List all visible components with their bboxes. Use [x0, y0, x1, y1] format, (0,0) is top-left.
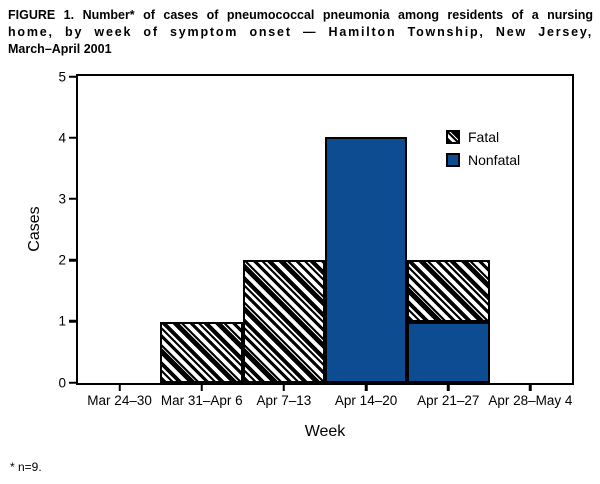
x-tick-mark-2 — [282, 384, 286, 391]
y-axis-tickmarks — [69, 75, 76, 384]
fatal-hatched-swatch-icon — [446, 130, 460, 144]
bar-nonfatal-4 — [407, 321, 490, 383]
bars-layer — [78, 76, 572, 383]
legend-item-nonfatal: Nonfatal — [446, 152, 520, 168]
y-tick-label-5: 5 — [58, 69, 66, 84]
x-tick-mark-0 — [118, 384, 121, 391]
legend-label-fatal: Fatal — [468, 129, 500, 145]
plot-area: Fatal Nonfatal — [76, 74, 574, 385]
y-axis-labels: 0 1 2 3 4 5 — [0, 69, 66, 390]
x-tick-mark-5 — [529, 384, 532, 391]
x-tick-mark-4 — [447, 384, 450, 391]
x-tick-label-5: Apr 28–May 4 — [488, 393, 573, 408]
y-tick-label-1: 1 — [58, 313, 66, 329]
y-tick-label-4: 4 — [58, 130, 66, 146]
x-tick-label-4: Apr 21–27 — [417, 393, 480, 408]
bar-nonfatal-3 — [325, 137, 408, 383]
y-tick-label-2: 2 — [58, 252, 66, 268]
x-tick-label-2: Apr 7–13 — [256, 393, 312, 408]
x-axis-tickmarks — [79, 384, 572, 391]
bar-fatal-1 — [160, 321, 243, 383]
y-tick-mark-0 — [69, 381, 76, 384]
y-tick-mark-3 — [69, 197, 76, 201]
y-tick-mark-2 — [69, 258, 76, 262]
figure-title-line-2: home, by week of symptom onset — Hamilto… — [8, 25, 593, 39]
x-axis-labels: Mar 24–30 Mar 31–Apr 6 Apr 7–13 Apr 14–20 Ap… — [79, 393, 572, 409]
x-tick-label-1: Mar 31–Apr 6 — [160, 393, 243, 408]
bar-fatal-2 — [242, 260, 325, 383]
y-tick-label-0: 0 — [58, 375, 66, 390]
y-tick-mark-5 — [69, 75, 76, 78]
legend-item-fatal: Fatal — [446, 129, 520, 145]
legend: Fatal Nonfatal — [446, 129, 520, 175]
y-tick-label-3: 3 — [58, 191, 66, 207]
figure-title-line-1: FIGURE 1. Number* of cases of pneumococc… — [8, 8, 593, 22]
bar-fatal-4 — [407, 260, 490, 322]
x-tick-label-3: Apr 14–20 — [334, 393, 398, 408]
y-tick-mark-4 — [69, 136, 76, 139]
footnote: * n=9. — [10, 460, 42, 474]
y-tick-mark-1 — [69, 320, 76, 323]
legend-label-nonfatal: Nonfatal — [468, 152, 521, 168]
x-axis-title: Week — [304, 423, 346, 440]
x-tick-label-0: Mar 24–30 — [87, 393, 152, 408]
x-tick-mark-3 — [364, 384, 368, 391]
x-tick-mark-1 — [200, 384, 203, 391]
figure-title-line-3: March–April 2001 — [8, 42, 112, 56]
figure-title: FIGURE 1. Number* of cases of pneumococc… — [8, 7, 593, 58]
nonfatal-solid-swatch-icon — [446, 153, 460, 167]
